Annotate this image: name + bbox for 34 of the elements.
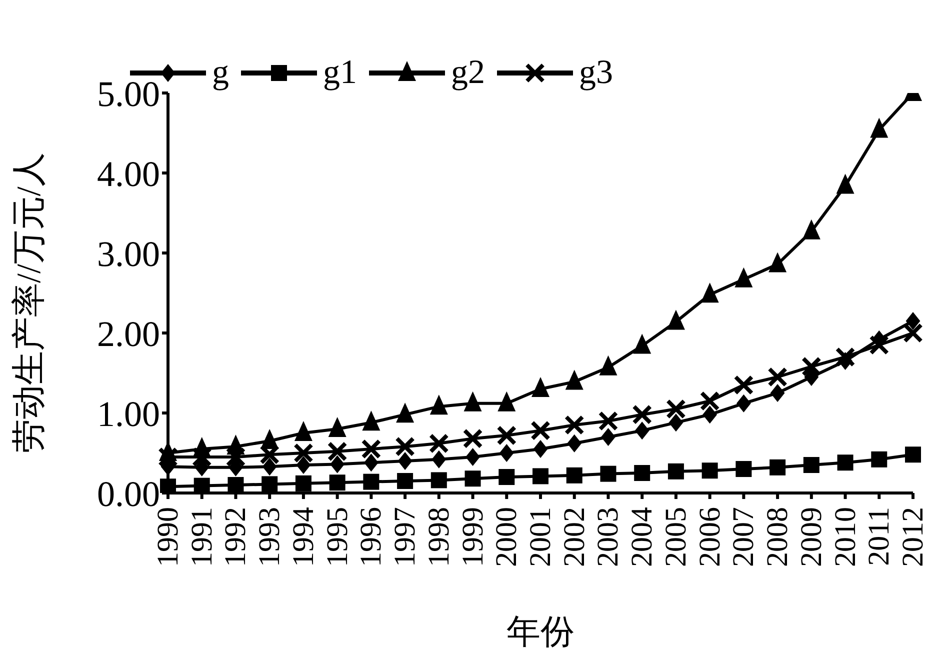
- x-tick-label: 1997: [388, 507, 422, 567]
- x-tick-label: 2001: [524, 507, 557, 567]
- x-tick-label: 2000: [490, 507, 524, 567]
- y-tick-label: 2.00: [97, 314, 160, 354]
- y-tick-label: 3.00: [97, 234, 160, 274]
- x-tick-label: 2002: [558, 507, 591, 567]
- y-tick-label: 5.00: [97, 74, 160, 114]
- x-tick-label: 2003: [592, 507, 625, 567]
- x-tick-label: 2011: [862, 507, 896, 566]
- x-tick-label: 2008: [761, 507, 794, 567]
- x-tick-label: 1992: [219, 507, 252, 567]
- x-tick-label: 1995: [320, 507, 354, 567]
- x-tick-label: 2006: [693, 507, 726, 567]
- x-tick-label: 2007: [727, 507, 760, 567]
- x-tick-label: 2004: [626, 507, 659, 567]
- legend-label: g1: [323, 54, 357, 92]
- y-axis-title: 劳动生产率//万元/人: [11, 152, 48, 453]
- legend-label: g3: [579, 54, 613, 92]
- x-axis-title: 年份: [506, 614, 574, 651]
- x-tick-label: 2005: [659, 507, 692, 567]
- y-tick-label: 1.00: [97, 394, 160, 434]
- legend-label: g: [212, 54, 229, 92]
- x-tick-label: 1994: [286, 507, 320, 567]
- x-tick-label: 1993: [253, 507, 286, 567]
- x-tick-label: 1990: [152, 507, 184, 567]
- legend-label: g2: [451, 54, 485, 92]
- x-tick-label: 2009: [794, 507, 828, 567]
- x-tick-label: 1996: [354, 507, 388, 567]
- x-tick-label: 2012: [896, 507, 930, 567]
- x-tick-label: 1998: [422, 507, 456, 567]
- x-tick-label: 1999: [456, 507, 490, 567]
- y-tick-label: 4.00: [97, 154, 160, 194]
- x-tick-label: 2010: [828, 507, 862, 567]
- x-tick-label: 1991: [185, 507, 218, 567]
